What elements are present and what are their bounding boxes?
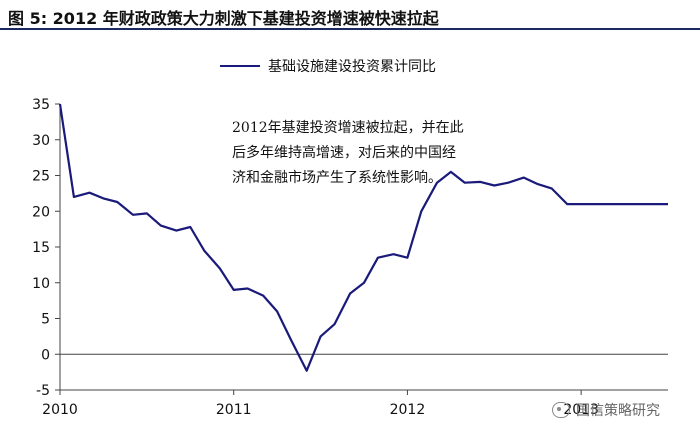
watermark-label: 国信策略研究	[576, 403, 660, 419]
y-tick-label: 35	[32, 97, 50, 113]
y-tick-label: -5	[36, 383, 50, 399]
x-tick-label: 2011	[216, 402, 252, 418]
series-line	[58, 103, 668, 372]
annotation-line: 济和金融市场产生了系统性影响。	[232, 170, 442, 186]
annotation-line: 2012年基建投资增速被拉起，并在此	[232, 120, 464, 136]
y-tick-label: 0	[41, 347, 50, 363]
annotation-line: 后多年维持高增速，对后来的中国经	[232, 145, 456, 161]
watermark: 国信策略研究	[552, 400, 660, 420]
y-tick-label: 15	[32, 240, 50, 256]
chart-title: 图 5: 2012 年财政政策大力刺激下基建投资增速被快速拉起	[8, 9, 439, 28]
y-tick-label: 20	[32, 204, 50, 220]
y-tick-label: 30	[32, 133, 50, 149]
y-tick-label: 10	[32, 276, 50, 292]
y-tick-label: 25	[32, 169, 50, 185]
title-bar: 图 5: 2012 年财政政策大力刺激下基建投资增速被快速拉起	[0, 0, 700, 30]
y-tick-label: 5	[41, 312, 50, 328]
x-tick-label: 2010	[42, 402, 78, 418]
x-tick-label: 2013	[563, 402, 599, 418]
legend-line-swatch	[220, 65, 260, 67]
x-tick-label: 2012	[390, 402, 426, 418]
legend-label: 基础设施建设投资累计同比	[268, 59, 436, 75]
legend: 基础设施建设投资累计同比	[220, 56, 436, 76]
annotation-text: 2012年基建投资增速被拉起，并在此 后多年维持高增速，对后来的中国经 济和金融…	[232, 116, 532, 191]
wechat-icon	[552, 402, 570, 418]
